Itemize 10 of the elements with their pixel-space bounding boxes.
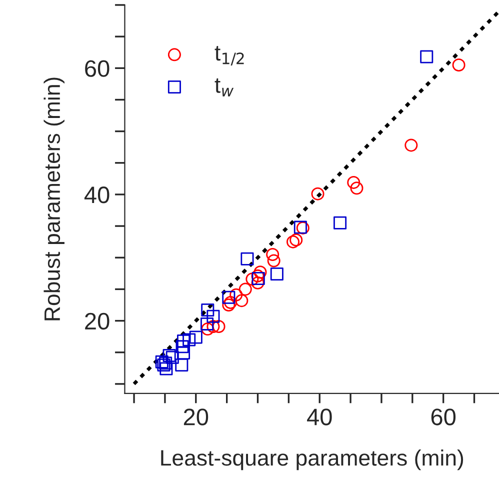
y-tick-label: 40 [84,186,110,204]
legend-label: t$_{1/2}$ [214,46,244,66]
x-tick-label: 60 [431,408,456,426]
x-axis-title: Least-square parameters (min) [161,449,464,470]
legend-label: t$_{w}$ [214,78,234,96]
y-axis-title: Robust parameters (min) [44,78,64,320]
y-tick-label: 20 [85,312,110,330]
x-tick-label: 40 [307,408,332,426]
x-tick-label: 20 [184,408,208,426]
y-tick-label: 60 [85,60,110,77]
